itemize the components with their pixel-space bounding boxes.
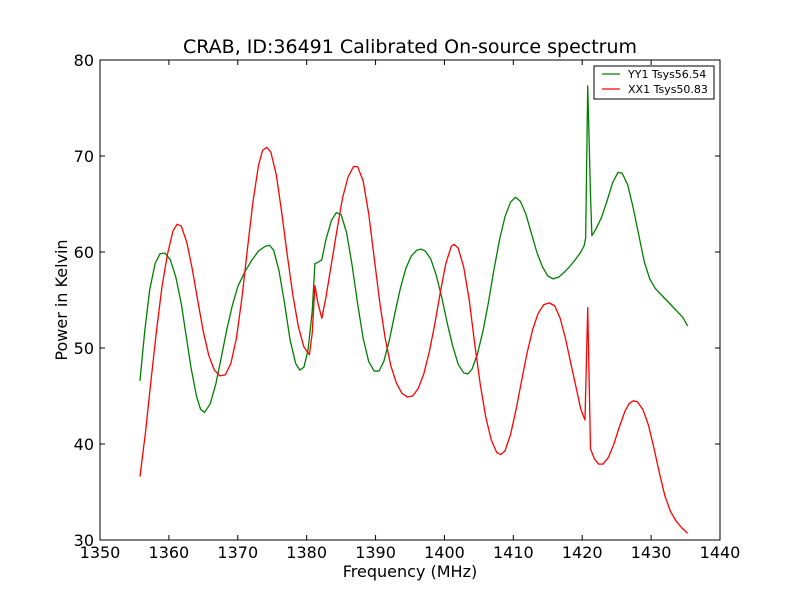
y-tick-label: 40	[74, 435, 94, 454]
x-tick-label: 1440	[700, 543, 741, 562]
series-line-xx1	[139, 146, 689, 534]
x-tick-label: 1380	[286, 543, 327, 562]
y-tick-label: 30	[74, 531, 94, 550]
series-layer	[139, 85, 689, 534]
legend-label-yy1: YY1 Tsys56.54	[627, 68, 706, 81]
y-tick-label: 80	[74, 51, 94, 70]
x-tick-label: 1400	[424, 543, 465, 562]
legend: YY1 Tsys56.54 XX1 Tsys50.83	[593, 65, 715, 100]
legend-label-xx1: XX1 Tsys50.83	[628, 83, 708, 96]
x-axis-label: Frequency (MHz)	[343, 562, 477, 581]
plot-area: 1350 1360 1370 1380 1390 1400 1410 1420 1430 1440…	[74, 51, 741, 562]
y-tick-label: 50	[74, 339, 94, 358]
y-axis-label: Power in Kelvin	[52, 239, 71, 360]
x-tick-label: 1430	[631, 543, 672, 562]
y-tick-label: 60	[74, 243, 94, 262]
y-tick-label: 70	[74, 147, 94, 166]
series-line-yy1	[139, 85, 689, 413]
x-tick-label: 1360	[149, 543, 190, 562]
x-tick-label: 1390	[355, 543, 396, 562]
x-tick-label: 1350	[80, 543, 121, 562]
chart-title: CRAB, ID:36491 Calibrated On-source spec…	[183, 36, 637, 58]
x-tick-label: 1420	[562, 543, 603, 562]
x-tick-label: 1370	[217, 543, 258, 562]
plot-frame	[99, 59, 721, 541]
x-tick-label: 1410	[493, 543, 534, 562]
legend-box	[593, 65, 715, 100]
tick-layer: 1350 1360 1370 1380 1390 1400 1410 1420 1430 1440…	[74, 51, 741, 562]
